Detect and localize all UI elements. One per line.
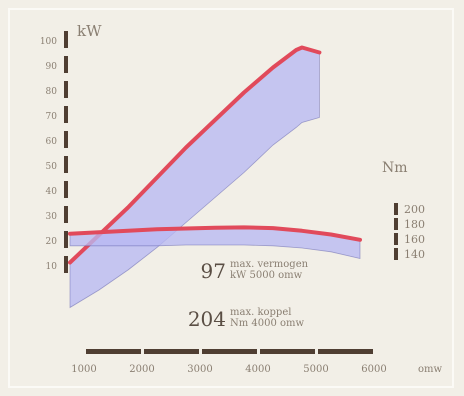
rpm-tick-label: 5000 (303, 364, 328, 375)
power-tick-label: 20 (46, 237, 58, 247)
rpm-tick-label: 1000 (71, 364, 96, 375)
power-tick-label: 60 (46, 137, 58, 147)
rpm-tick-label: 4000 (245, 364, 270, 375)
power-axis: 10 20 30 40 50 60 70 80 90 100 kW (40, 22, 102, 273)
chart-frame (8, 8, 454, 388)
power-tick-label: 90 (46, 62, 58, 72)
power-tick-mark (64, 231, 68, 248)
annotation-line1: max. koppel (230, 307, 291, 318)
annotation-line2: kW 5000 omw (230, 270, 303, 281)
rpm-axis-segment (86, 349, 141, 354)
torque-tick-mark (394, 248, 398, 260)
power-tick-label: 40 (46, 187, 58, 197)
rpm-axis-segment (144, 349, 199, 354)
power-tick-mark (64, 56, 68, 73)
power-tick-mark (64, 131, 68, 148)
annotation-line2: Nm 4000 omw (230, 318, 305, 329)
torque-tick-label: 180 (404, 218, 425, 231)
power-unit-label: kW (77, 22, 102, 40)
torque-axis: 140 160 180 200 Nm (382, 160, 425, 261)
rpm-axis-segment (260, 349, 315, 354)
power-tick-label: 30 (46, 212, 58, 222)
annotation-line1: max. vermogen (230, 259, 309, 270)
rpm-axis-segment (202, 349, 257, 354)
power-tick-label: 50 (46, 162, 58, 172)
torque-tick-mark (394, 203, 398, 215)
annotation-value: 204 (188, 307, 226, 331)
power-tick-mark (64, 31, 68, 48)
torque-tick-label: 140 (404, 248, 425, 261)
power-tick-mark (64, 106, 68, 123)
power-tick-mark (64, 81, 68, 98)
rpm-axis-segment (318, 349, 373, 354)
power-tick-label: 10 (46, 262, 58, 272)
rpm-unit-label: omw (418, 364, 443, 375)
torque-unit-label: Nm (382, 160, 408, 176)
power-curve (68, 45, 322, 265)
power-tick-mark (64, 206, 68, 223)
torque-tick-mark (394, 233, 398, 245)
torque-tick-mark (394, 218, 398, 230)
rpm-axis: 1000 2000 3000 4000 5000 6000 omw (71, 349, 443, 375)
curve-bands (68, 45, 362, 309)
annotation-value: 97 (201, 259, 226, 283)
torque-curve (68, 225, 362, 242)
power-tick-mark (64, 256, 68, 273)
power-tick-mark (64, 156, 68, 173)
power-tick-mark (64, 181, 68, 198)
rpm-tick-label: 2000 (129, 364, 154, 375)
rpm-tick-label: 6000 (361, 364, 386, 375)
power-tick-label: 80 (46, 87, 58, 97)
power-tick-label: 70 (46, 112, 58, 122)
torque-tick-label: 160 (404, 233, 425, 246)
rpm-tick-label: 3000 (187, 364, 212, 375)
power-tick-label: 100 (40, 37, 57, 47)
torque-tick-label: 200 (404, 203, 425, 216)
